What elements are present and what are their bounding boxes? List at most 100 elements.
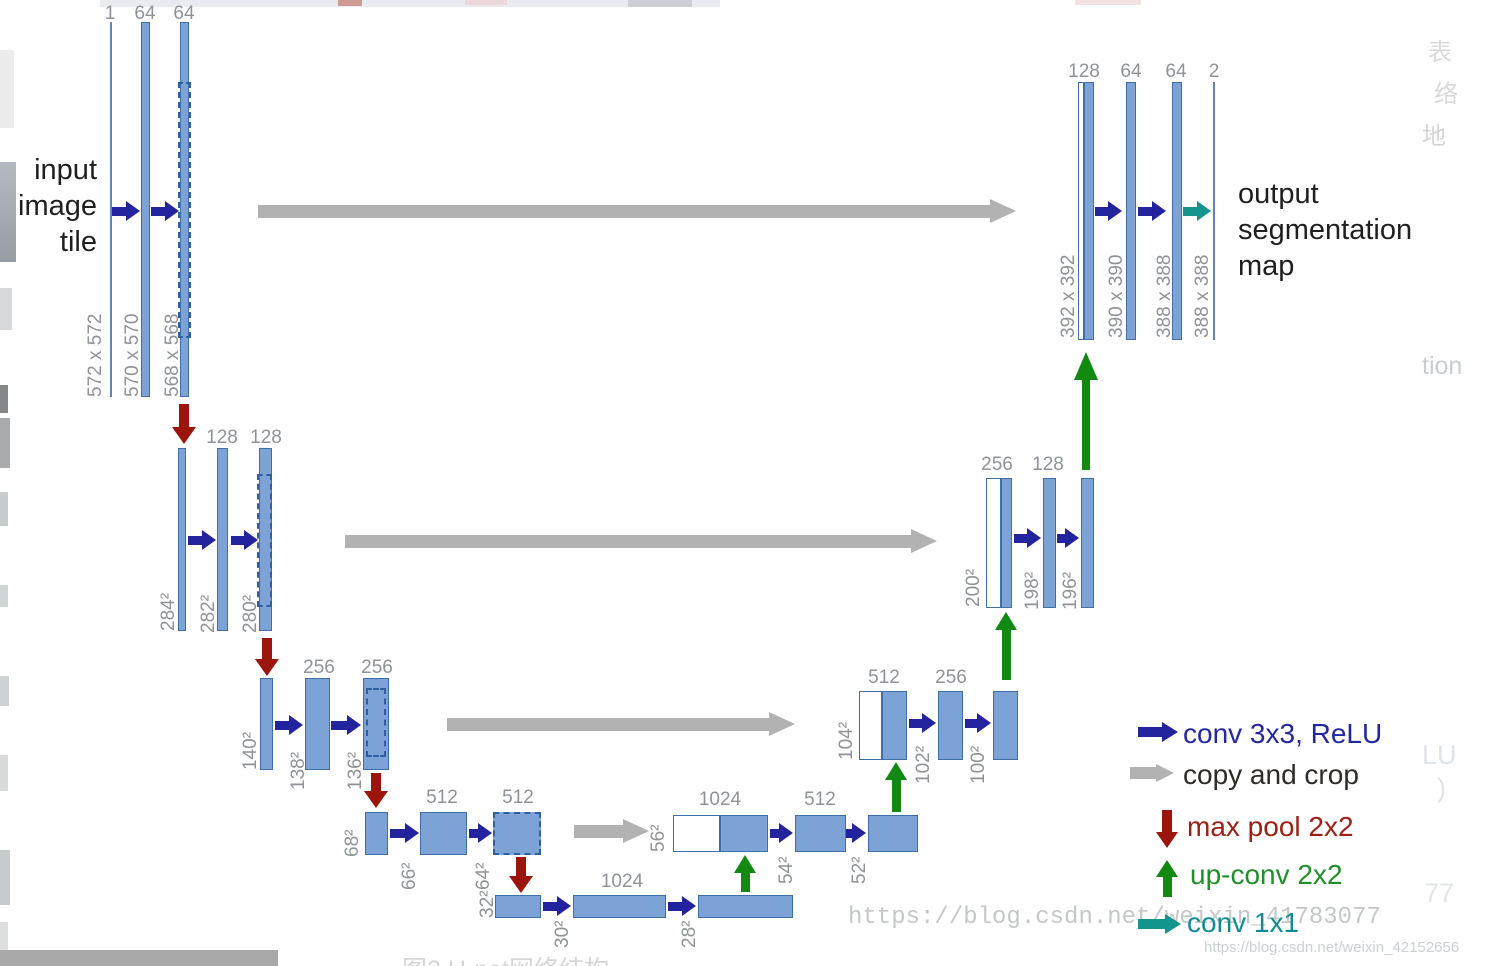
- figure-caption-partial: 图2 U-net网络结构: [402, 950, 609, 966]
- caption-line: image: [18, 190, 97, 222]
- conv-1x1-arrow: [1183, 206, 1197, 216]
- feature-map-bar: [1126, 82, 1136, 340]
- legend-upconv-arrow-head: [1156, 860, 1178, 877]
- ghost-text: 络: [1434, 81, 1458, 108]
- feature-map-bar: [365, 812, 388, 855]
- conv-3x3-arrow-head: [1108, 201, 1122, 221]
- conv-3x3-arrow-head: [977, 713, 991, 733]
- channel-count-label: 128: [1068, 61, 1100, 82]
- feature-map-bar: [260, 678, 273, 770]
- input-channel-line: [110, 22, 112, 397]
- legend-maxpool-arrow-head: [1156, 832, 1178, 848]
- conv-1x1-arrow-head: [1197, 201, 1211, 221]
- screen-artifact: [0, 50, 14, 128]
- feature-size-label: 66²: [399, 862, 420, 890]
- up-conv-arrow-head: [994, 612, 1017, 630]
- feature-map-bar: [180, 22, 189, 397]
- caption-line: tile: [59, 226, 97, 258]
- max-pool-arrow: [371, 773, 381, 791]
- conv-3x3-arrow: [543, 901, 557, 911]
- feature-size-label: 138²: [288, 751, 309, 790]
- feature-size-label: 100²: [968, 745, 989, 784]
- screen-artifact: [0, 492, 8, 526]
- feature-size-label: 282²: [198, 594, 219, 633]
- conv-3x3-arrow: [1057, 533, 1065, 543]
- feature-size-label: 388 x 388: [1192, 254, 1213, 338]
- feature-map-bar: [1084, 82, 1094, 340]
- conv-3x3-arrow: [390, 828, 405, 838]
- feature-map-bar: [1043, 478, 1056, 608]
- caption-line: input: [34, 154, 97, 186]
- conv-3x3-arrow-head: [405, 823, 419, 843]
- conv-3x3-arrow-head: [126, 201, 140, 221]
- feature-size-label: 390 x 390: [1106, 254, 1127, 338]
- channel-count-label: 256: [303, 657, 335, 678]
- conv-3x3-arrow: [331, 720, 347, 730]
- up-conv-arrow: [891, 780, 901, 812]
- copied-feature-map-bar: [986, 478, 1001, 608]
- copy-crop-arrow: [447, 717, 769, 731]
- conv-3x3-arrow-head: [682, 896, 696, 916]
- crop-region-outline: [257, 474, 272, 607]
- up-conv-arrow-head: [884, 762, 907, 780]
- copy-crop-arrow: [258, 204, 990, 218]
- channel-count-label: 128: [206, 427, 238, 448]
- feature-map-bar: [141, 22, 150, 397]
- feature-size-label: 54²: [776, 856, 797, 884]
- copy-crop-arrow-head: [623, 819, 649, 843]
- conv-3x3-arrow-head: [1027, 528, 1041, 548]
- conv-3x3-arrow: [1014, 533, 1027, 543]
- channel-count-label: 512: [502, 787, 534, 808]
- feature-size-label: 570 x 570: [122, 313, 143, 397]
- up-conv-arrow: [1001, 630, 1011, 680]
- feature-size-label: 136²: [345, 751, 366, 790]
- copied-feature-map-bar: [859, 691, 882, 760]
- feature-map-bar: [1172, 82, 1182, 340]
- screen-artifact: [338, 0, 362, 6]
- feature-size-label: 68²: [342, 829, 363, 857]
- legend-label-copy-crop: copy and crop: [1183, 759, 1359, 790]
- feature-size-label: 572 x 572: [85, 313, 106, 397]
- feature-size-label: 52²: [849, 856, 870, 884]
- output-segmentation-map-caption: output segmentation map: [1238, 176, 1448, 284]
- ghost-text: tion: [1422, 352, 1463, 380]
- channel-count-label: 256: [935, 667, 967, 688]
- feature-map-bar: [720, 815, 768, 852]
- channel-count-label: 1024: [698, 789, 742, 810]
- max-pool-arrow-head: [255, 659, 279, 676]
- screen-artifact: [0, 755, 8, 791]
- ghost-text: 表: [1428, 39, 1452, 66]
- conv-3x3-arrow-head: [244, 530, 258, 550]
- feature-size-label: 200²: [963, 568, 984, 607]
- feature-size-label: 392 x 392: [1058, 254, 1079, 338]
- feature-size-label: 140²: [240, 731, 261, 770]
- feature-size-label: 102²: [913, 745, 934, 784]
- channel-count-label: 128: [250, 427, 282, 448]
- max-pool-arrow-head: [172, 427, 196, 444]
- screen-artifact: [0, 418, 10, 468]
- conv-3x3-arrow: [275, 720, 289, 730]
- up-conv-arrow: [1082, 380, 1090, 470]
- caption-line: output: [1238, 178, 1319, 210]
- conv-3x3-arrow: [1095, 206, 1108, 216]
- watermark-url-large: https://blog.csdn.net/weixin_41783077: [848, 904, 1381, 931]
- copy-crop-arrow-head: [990, 199, 1016, 223]
- channel-count-label: 256: [361, 657, 393, 678]
- channel-count-label: 128: [1032, 454, 1064, 475]
- legend-copy-crop-arrow-head: [1156, 764, 1174, 782]
- conv-3x3-arrow-head: [478, 823, 492, 843]
- screen-artifact: [0, 288, 12, 330]
- crop-region-outline: [366, 688, 386, 757]
- feature-map-bar: [420, 812, 467, 855]
- copied-feature-map-bar: [673, 815, 720, 852]
- ghost-text: 地: [1422, 123, 1446, 150]
- conv-3x3-arrow: [909, 718, 922, 728]
- feature-size-label: 104²: [836, 721, 857, 760]
- screen-artifact: [0, 585, 8, 607]
- feature-size-label: 568 x 568: [162, 313, 183, 397]
- feature-map-bar: [573, 895, 666, 918]
- max-pool-arrow-head: [364, 791, 388, 808]
- conv-3x3-arrow: [188, 535, 202, 545]
- channel-count-label: 1: [104, 3, 116, 24]
- screen-artifact: [0, 850, 10, 905]
